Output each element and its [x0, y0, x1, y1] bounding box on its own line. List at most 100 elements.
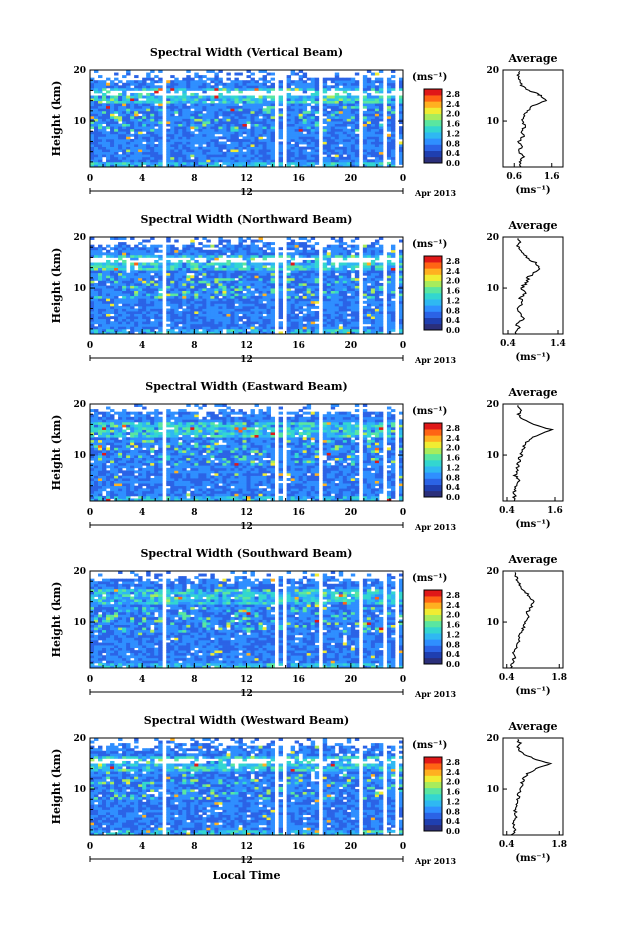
heatmap-cell — [386, 77, 392, 81]
heatmap-cell — [390, 95, 396, 99]
heatmap-cell — [290, 270, 296, 274]
heatmap-cell — [114, 141, 119, 145]
heatmap-cell — [118, 110, 123, 114]
heatmap-cell — [106, 115, 111, 119]
heatmap-cell — [322, 131, 328, 135]
heatmap-cell — [230, 126, 235, 130]
heatmap-cell — [234, 321, 239, 325]
heatmap-cell — [286, 123, 292, 127]
heatmap-cell — [398, 161, 404, 165]
heatmap-cell — [170, 288, 175, 291]
heatmap-cell — [218, 242, 223, 246]
heatmap-cell — [150, 270, 155, 274]
heatmap-cell — [230, 95, 235, 99]
heatmap-cell — [94, 105, 99, 109]
y-axis-label: Height (km) — [50, 81, 63, 157]
heatmap-cell — [90, 426, 95, 430]
heatmap-cell — [154, 303, 159, 307]
heatmap-cell — [234, 156, 239, 160]
heatmap-cell — [258, 313, 263, 317]
heatmap-cell — [346, 277, 352, 281]
heatmap-cell — [266, 87, 271, 91]
heatmap-cell — [90, 237, 95, 240]
heatmap-cell — [238, 316, 243, 320]
heatmap-cell — [246, 136, 251, 140]
heatmap-cell — [146, 161, 151, 165]
heatmap-cell — [94, 254, 99, 258]
heatmap-cell — [118, 254, 123, 258]
heatmap-cell — [190, 121, 195, 124]
heatmap-cell — [350, 285, 356, 289]
heatmap-cell — [154, 144, 159, 147]
heatmap-cell — [226, 123, 231, 127]
heatmap-cell — [98, 277, 103, 281]
heatmap-cell — [134, 115, 139, 119]
heatmap-cell — [254, 267, 259, 271]
heatmap-cell — [194, 326, 199, 330]
heatmap-cell — [334, 249, 340, 253]
heatmap-cell — [254, 270, 259, 274]
heatmap-cell — [110, 100, 115, 104]
heatmap-cell — [350, 103, 356, 107]
x-tick-label: 20 — [345, 174, 358, 184]
heatmap-cell — [186, 95, 191, 99]
heatmap-cell — [338, 95, 344, 99]
heatmap-cell — [354, 103, 360, 107]
heatmap-cell — [126, 300, 131, 304]
heatmap-cell — [342, 77, 348, 81]
heatmap-cell — [210, 133, 215, 137]
heatmap-cell — [278, 159, 284, 163]
heatmap-cell — [146, 85, 151, 89]
heatmap-cell — [194, 164, 199, 168]
heatmap-cell — [342, 280, 348, 284]
heatmap-cell — [102, 131, 107, 135]
heatmap-cell — [310, 285, 316, 289]
heatmap-cell — [90, 115, 95, 119]
heatmap-cell — [202, 316, 207, 320]
heatmap-cell — [122, 328, 127, 332]
heatmap-cell — [122, 270, 127, 274]
heatmap-cell — [390, 113, 396, 117]
heatmap-cell — [110, 316, 115, 320]
heatmap-cell — [98, 133, 103, 137]
heatmap-cell — [322, 295, 328, 299]
heatmap-cell — [246, 300, 251, 304]
heatmap-cell — [114, 105, 119, 109]
heatmap-cell — [342, 265, 348, 269]
heatmap-cell — [258, 323, 263, 327]
heatmap-cell — [154, 154, 159, 158]
heatmap-cell — [326, 288, 332, 291]
heatmap-cell — [322, 254, 328, 258]
heatmap-cell — [286, 105, 292, 109]
heatmap-cell — [366, 77, 372, 81]
heatmap-cell — [106, 272, 111, 276]
heatmap-cell — [98, 80, 103, 84]
heatmap-cell — [338, 318, 344, 322]
heatmap-cell — [94, 110, 99, 114]
heatmap-cell — [346, 290, 352, 294]
heatmap-cell — [222, 146, 227, 150]
heatmap-cell — [262, 95, 267, 99]
heatmap-cell — [298, 85, 304, 89]
heatmap-cell — [250, 118, 255, 122]
heatmap-cell — [182, 77, 187, 81]
heatmap-cell — [150, 247, 155, 251]
heatmap-cell — [254, 318, 259, 322]
heatmap-cell — [194, 323, 199, 327]
heatmap-cell — [158, 118, 163, 122]
heatmap-cell — [170, 151, 175, 155]
heatmap-cell — [310, 244, 316, 248]
heatmap-cell — [150, 323, 155, 327]
heatmap-cell — [150, 149, 155, 153]
heatmap-cell — [94, 90, 99, 94]
heatmap-cell — [214, 285, 219, 289]
heatmap-cell — [138, 146, 143, 150]
heatmap-cell — [214, 321, 219, 325]
heatmap-cell — [306, 249, 312, 253]
heatmap-cell — [142, 270, 147, 274]
heatmap-cell — [338, 154, 344, 158]
heatmap-cell — [206, 295, 211, 299]
heatmap-cell — [142, 126, 147, 130]
heatmap-cell — [218, 159, 223, 163]
heatmap-cell — [106, 421, 111, 425]
